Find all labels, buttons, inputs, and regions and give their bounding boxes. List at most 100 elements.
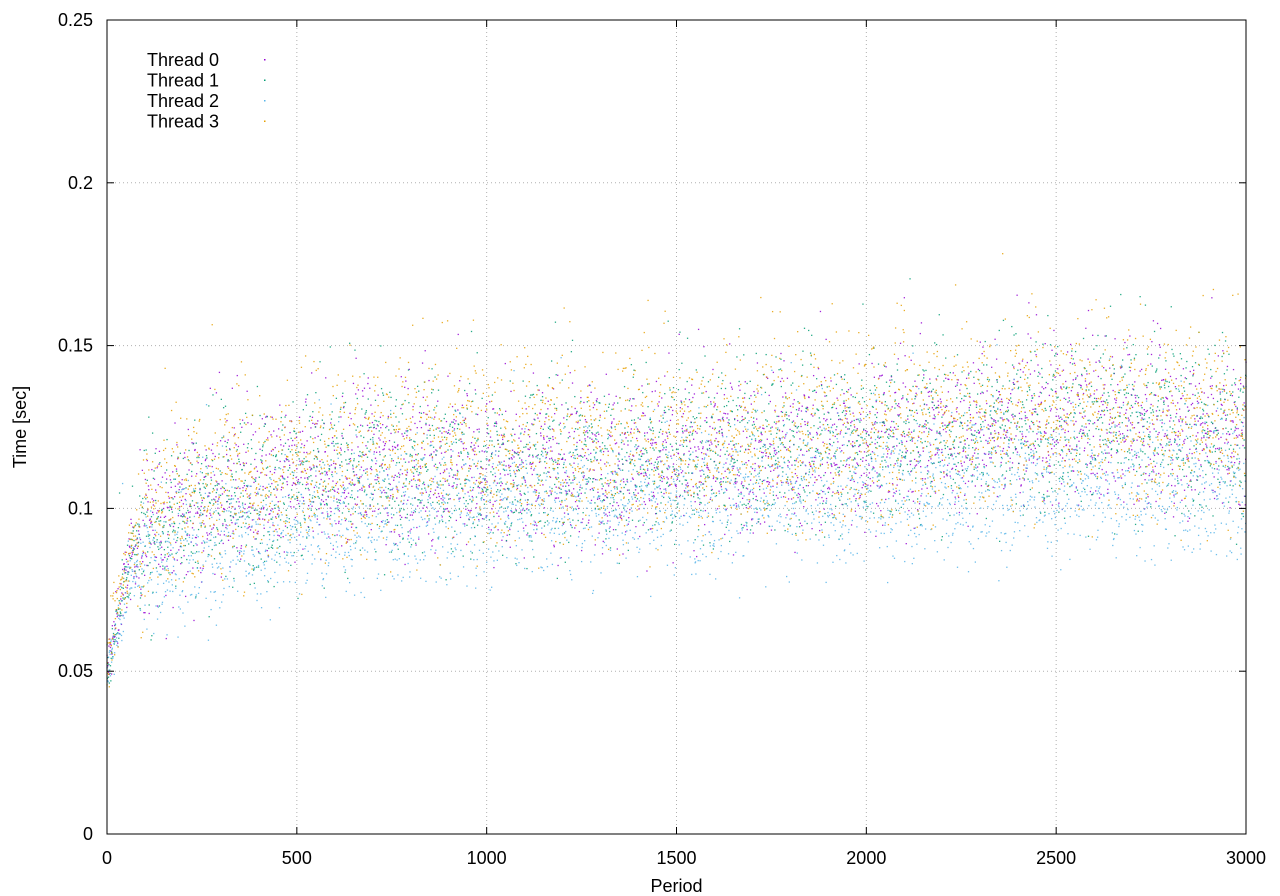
data-point [148, 604, 150, 606]
data-point [509, 465, 512, 468]
data-point [525, 467, 527, 469]
data-point [591, 433, 594, 435]
data-point [112, 637, 114, 639]
data-point [177, 456, 179, 458]
data-point [558, 521, 561, 523]
data-point [1114, 338, 1116, 340]
data-point [860, 474, 863, 477]
data-point [562, 457, 564, 459]
data-point [141, 469, 144, 472]
data-point [1063, 420, 1066, 423]
data-point [236, 374, 238, 377]
data-point [438, 503, 440, 505]
data-point [497, 439, 499, 441]
data-point [689, 431, 691, 433]
data-point [1137, 422, 1140, 424]
data-point [191, 463, 193, 466]
data-point [995, 358, 998, 360]
data-point [410, 544, 413, 546]
data-point [577, 495, 579, 498]
data-point [502, 442, 504, 444]
data-point [269, 477, 271, 479]
data-point [324, 451, 327, 453]
data-point [651, 390, 653, 393]
data-point [343, 405, 345, 408]
data-point [108, 673, 110, 675]
data-point [1123, 441, 1125, 443]
data-point [960, 383, 962, 386]
data-point [511, 449, 514, 451]
data-point [840, 460, 842, 462]
data-point [164, 567, 166, 569]
data-point [307, 526, 309, 528]
data-point [1016, 451, 1019, 453]
data-point [286, 526, 289, 529]
data-point [747, 503, 749, 505]
data-point [618, 453, 620, 455]
data-point [243, 485, 246, 487]
data-point [356, 465, 358, 467]
data-point [734, 461, 736, 463]
data-point [538, 479, 540, 481]
data-point [468, 470, 470, 472]
data-point [830, 380, 832, 382]
data-point [315, 392, 317, 394]
data-point [421, 362, 424, 364]
data-point [262, 446, 264, 448]
data-point [211, 465, 213, 468]
data-point [659, 479, 661, 482]
data-point [558, 463, 560, 465]
data-point [829, 438, 831, 440]
data-point [388, 439, 391, 442]
data-point [294, 526, 297, 528]
data-point [352, 523, 354, 525]
data-point [871, 362, 873, 365]
data-point [712, 450, 714, 452]
data-point [213, 474, 216, 476]
data-point [948, 423, 950, 425]
data-point [669, 389, 671, 391]
data-point [405, 380, 407, 382]
data-point [1030, 448, 1032, 451]
data-point [716, 477, 719, 480]
data-point [1133, 503, 1135, 505]
data-point [403, 458, 405, 460]
data-point [1150, 403, 1152, 406]
data-point [836, 463, 838, 466]
data-point [928, 390, 931, 393]
data-point [760, 451, 763, 454]
data-point [487, 488, 489, 491]
data-point [328, 536, 330, 538]
data-point [216, 527, 218, 529]
data-point [1095, 490, 1097, 492]
data-point [1235, 427, 1237, 430]
data-point [186, 533, 189, 535]
data-point [546, 453, 548, 455]
data-point [806, 408, 808, 410]
data-point [798, 493, 801, 496]
data-point [700, 502, 702, 504]
data-point [726, 468, 729, 470]
data-point [1030, 400, 1033, 402]
data-point [144, 478, 147, 481]
data-point [249, 529, 252, 531]
data-point [1226, 469, 1228, 471]
data-point [380, 520, 383, 523]
data-point [314, 514, 316, 516]
data-point [137, 530, 140, 532]
data-point [766, 438, 768, 440]
data-point [574, 395, 576, 398]
data-point [1209, 385, 1212, 388]
data-point [569, 524, 572, 526]
data-point [847, 407, 850, 409]
data-point [965, 457, 967, 459]
data-point [1231, 452, 1233, 454]
data-point [519, 493, 521, 495]
data-point [1006, 436, 1008, 438]
data-point [440, 497, 442, 500]
data-point [266, 549, 268, 552]
data-point [879, 375, 881, 377]
data-point [932, 409, 935, 411]
data-point [824, 512, 826, 515]
data-point [644, 414, 646, 417]
